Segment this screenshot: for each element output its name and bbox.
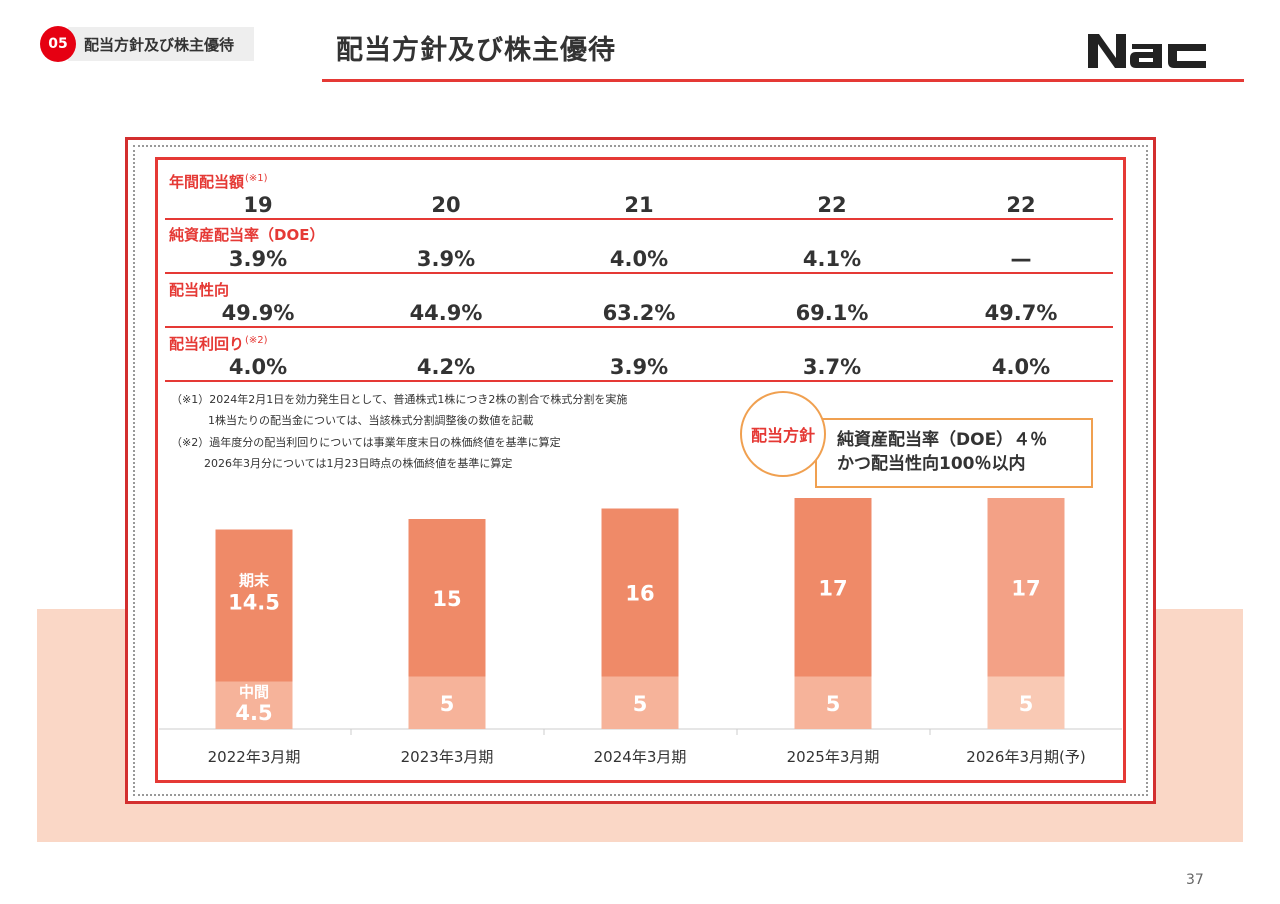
bar-interim-value: 5 [826, 692, 841, 716]
annual-dividend-value: 20 [431, 193, 461, 217]
payout-ratio-value: 44.9% [409, 301, 483, 325]
dividend-policy-badge: 配当方針 [740, 391, 826, 477]
payout-ratio-value: 49.7% [984, 301, 1058, 325]
footnote-2-line-2: 2026年3月分については1月23日時点の株価終値を基準に算定 [204, 457, 513, 470]
bar-final [987, 498, 1065, 677]
section-tag: 05 配当方針及び株主優待 [40, 26, 255, 62]
payout-ratio-value: 49.9% [221, 301, 295, 325]
row-label-dividend-yield: 配当利回り(※2) [169, 335, 268, 353]
row-label-annual-dividend: 年間配当額(※1) [169, 173, 268, 191]
dividend-yield-value: 4.0% [991, 355, 1051, 379]
bar-final [794, 498, 872, 677]
policy-line-2: かつ配当性向100％以内 [837, 454, 1026, 474]
section-number: 05 [40, 26, 76, 62]
dividend-policy-box: 純資産配当率（DOE）４％ かつ配当性向100％以内 [815, 418, 1093, 488]
bar-final [601, 508, 679, 677]
footnote-1-line-1: （※1）2024年2月1日を効力発生日として、普通株式1株につき2株の割合で株式… [171, 393, 628, 406]
annual-dividend-value: 19 [243, 193, 273, 217]
row-divider [165, 326, 1113, 328]
bar-final-value: 16 [625, 582, 654, 606]
bar-interim-value: 5 [633, 692, 648, 716]
dotted-frame [133, 145, 1148, 796]
row-label-payout-ratio: 配当性向 [169, 281, 230, 299]
bar-final-value: 17 [1011, 576, 1040, 600]
payout-ratio-value: 63.2% [602, 301, 676, 325]
footnote-2-line-1: （※2）過年度分の配当利回りについては事業年度末日の株価終値を基準に算定 [171, 436, 561, 449]
doe-value: 4.0% [609, 247, 669, 271]
bar-interim-value: 5 [1019, 692, 1034, 716]
title-rule [322, 79, 1244, 82]
dividend-yield-value: 4.2% [416, 355, 476, 379]
page-number: 37 [1186, 872, 1204, 888]
annual-dividend-value: 21 [624, 193, 654, 217]
bar-interim-value: 5 [440, 692, 455, 716]
row-divider [165, 380, 1113, 382]
bar-final [215, 529, 293, 682]
annual-dividend-value: 22 [817, 193, 847, 217]
dividend-yield-value: 3.7% [802, 355, 862, 379]
bar-final-value: 17 [818, 576, 847, 600]
row-divider [165, 218, 1113, 220]
bar-final [408, 519, 486, 677]
bar-interim [215, 681, 293, 729]
doe-value: 3.9% [228, 247, 288, 271]
bar-interim-value: 4.5 [235, 701, 272, 725]
dividend-yield-value: 4.0% [228, 355, 288, 379]
row-divider [165, 272, 1113, 274]
bar-interim [408, 676, 486, 729]
doe-value: — [1010, 247, 1032, 271]
doe-value: 4.1% [802, 247, 862, 271]
bar-final-value: 15 [432, 587, 461, 611]
x-category-label: 2024年3月期 [594, 748, 687, 766]
interim-series-label: 中間 [239, 683, 269, 701]
section-label: 配当方針及び株主優待 [68, 27, 255, 61]
x-category-label: 2026年3月期(予) [966, 748, 1085, 766]
bar-interim [601, 676, 679, 729]
x-category-label: 2023年3月期 [401, 748, 494, 766]
inner-frame [155, 157, 1126, 783]
nac-logo [1088, 34, 1206, 68]
final-series-label: 期末 [239, 572, 270, 590]
x-category-label: 2025年3月期 [787, 748, 880, 766]
bar-interim [794, 676, 872, 729]
footnote-1-line-2: 1株当たりの配当金については、当該株式分割調整後の数値を記載 [208, 414, 534, 427]
dividend-yield-value: 3.9% [609, 355, 669, 379]
page-title: 配当方針及び株主優待 [336, 35, 616, 66]
bar-interim [987, 676, 1065, 729]
row-label-doe: 純資産配当率（DOE） [169, 226, 325, 244]
x-category-label: 2022年3月期 [208, 748, 301, 766]
payout-ratio-value: 69.1% [795, 301, 869, 325]
annual-dividend-value: 22 [1006, 193, 1036, 217]
doe-value: 3.9% [416, 247, 476, 271]
bar-final-value: 14.5 [228, 591, 280, 615]
policy-line-1: 純資産配当率（DOE）４％ [837, 430, 1048, 450]
